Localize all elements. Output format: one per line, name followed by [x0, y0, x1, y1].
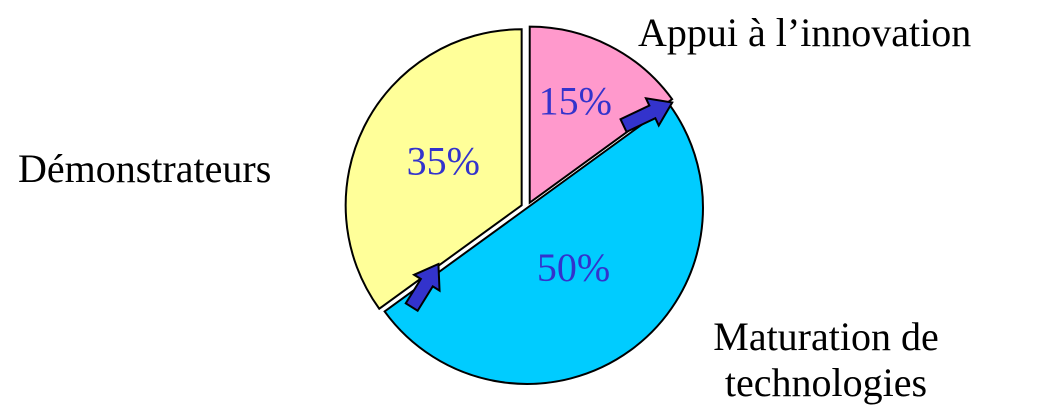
value-label-1: 50% — [537, 245, 610, 290]
slice-label-maturation: Maturation de technologies — [676, 314, 976, 406]
pie-slices — [344, 25, 704, 385]
transfer-arrow-2 — [404, 262, 441, 313]
transfer-arrow-1 — [619, 97, 674, 134]
pie-slice-2 — [344, 28, 523, 311]
value-labels: 15% 50% 35% — [407, 79, 612, 291]
value-label-0: 15% — [539, 79, 612, 124]
slice-label-appui-innovation: Appui à l’innovation — [638, 10, 972, 55]
transfer-arrows — [404, 97, 674, 313]
value-label-2: 35% — [407, 138, 480, 183]
slice-label-demonstrateurs: Démonstrateurs — [18, 146, 272, 191]
slice-label-maturation-line-2: technologies — [724, 360, 928, 405]
pie-slice-0 — [528, 25, 674, 205]
slice-label-maturation-line-1: Maturation de — [713, 314, 939, 359]
pie-slice-1 — [383, 103, 704, 385]
